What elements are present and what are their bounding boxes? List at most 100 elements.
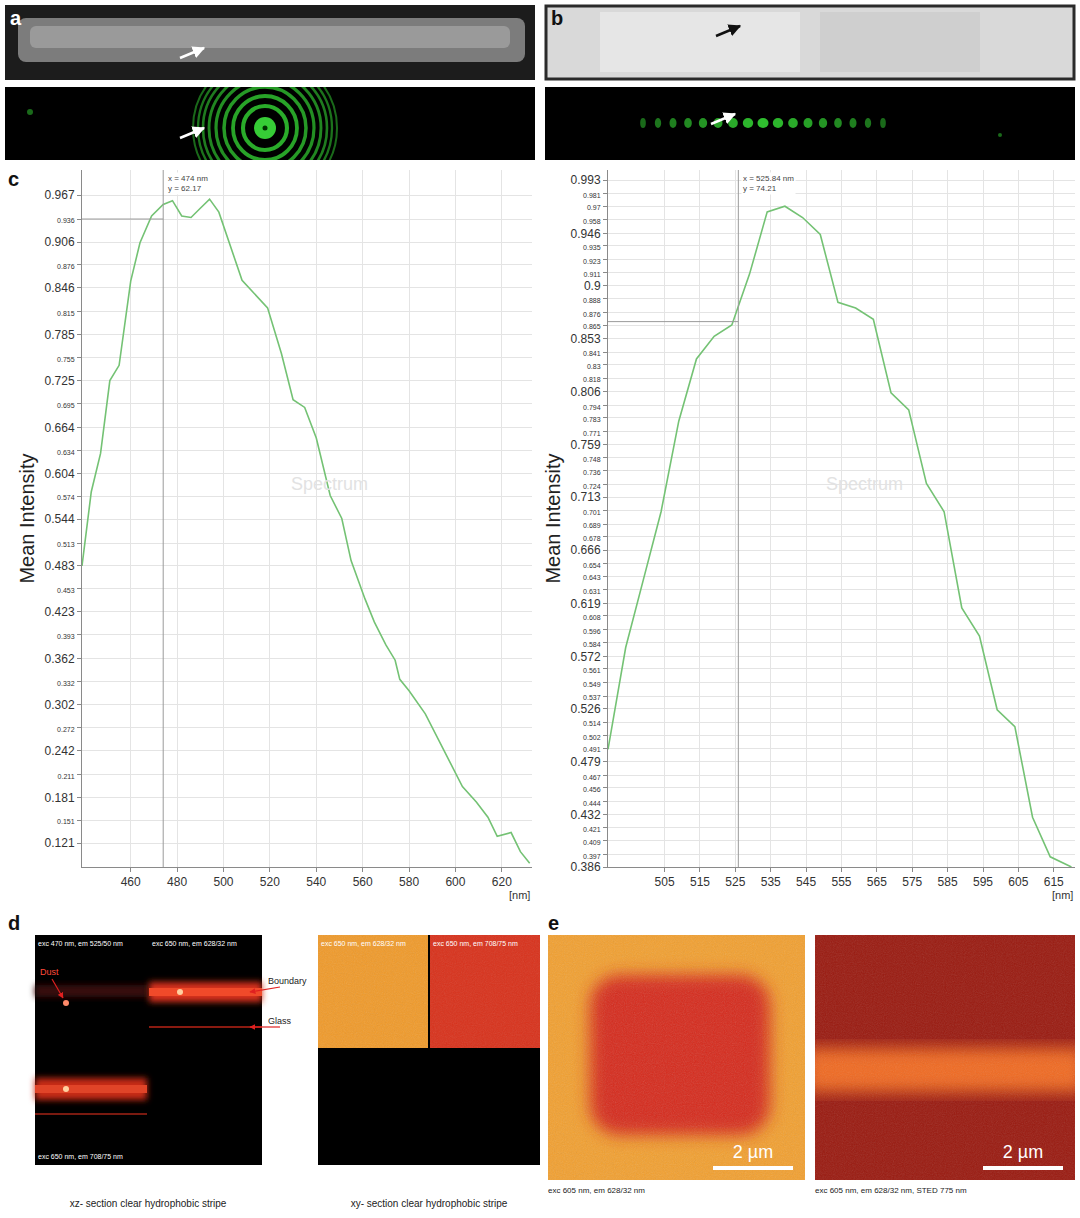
- svg-text:0.888: 0.888: [583, 297, 601, 304]
- svg-text:0.9: 0.9: [584, 279, 601, 293]
- svg-text:0.695: 0.695: [57, 402, 75, 409]
- svg-text:585: 585: [938, 875, 958, 889]
- svg-text:0.491: 0.491: [583, 746, 601, 753]
- svg-text:0.574: 0.574: [57, 494, 75, 501]
- svg-text:565: 565: [867, 875, 887, 889]
- svg-text:0.876: 0.876: [57, 263, 75, 270]
- svg-text:0.993: 0.993: [571, 173, 601, 187]
- svg-text:d: d: [8, 912, 20, 934]
- svg-text:0.853: 0.853: [571, 332, 601, 346]
- svg-text:0.423: 0.423: [45, 605, 75, 619]
- svg-text:540: 540: [306, 875, 326, 889]
- svg-text:exc 470 nm, em 525/50 nm: exc 470 nm, em 525/50 nm: [38, 940, 123, 947]
- svg-text:0.755: 0.755: [57, 356, 75, 363]
- svg-text:Spectrum: Spectrum: [826, 474, 903, 494]
- svg-text:0.689: 0.689: [583, 522, 601, 529]
- svg-text:0.332: 0.332: [57, 680, 75, 687]
- svg-text:0.619: 0.619: [571, 597, 601, 611]
- svg-text:0.537: 0.537: [583, 694, 601, 701]
- svg-text:0.467: 0.467: [583, 774, 601, 781]
- svg-text:555: 555: [831, 875, 851, 889]
- svg-text:505: 505: [655, 875, 675, 889]
- svg-text:620: 620: [492, 875, 512, 889]
- svg-text:0.713: 0.713: [571, 490, 601, 504]
- svg-text:545: 545: [796, 875, 816, 889]
- svg-text:0.876: 0.876: [583, 311, 601, 318]
- svg-text:0.958: 0.958: [583, 218, 601, 225]
- svg-text:0.456: 0.456: [583, 786, 601, 793]
- svg-text:Mean Intensity: Mean Intensity: [16, 453, 38, 583]
- svg-text:0.502: 0.502: [583, 734, 601, 741]
- svg-text:0.771: 0.771: [583, 430, 601, 437]
- svg-text:0.444: 0.444: [583, 800, 601, 807]
- svg-text:exc 650 nm, em 708/75 nm: exc 650 nm, em 708/75 nm: [38, 1153, 123, 1160]
- svg-text:exc 605 nm, em 628/32 nm, STED: exc 605 nm, em 628/32 nm, STED 775 nm: [815, 1186, 967, 1195]
- svg-text:0.815: 0.815: [57, 310, 75, 317]
- svg-text:0.151: 0.151: [57, 818, 75, 825]
- svg-text:0.483: 0.483: [45, 559, 75, 573]
- svg-text:0.211: 0.211: [58, 773, 75, 780]
- svg-text:0.634: 0.634: [57, 449, 75, 456]
- svg-text:Mean Intensity: Mean Intensity: [542, 453, 564, 583]
- svg-text:515: 515: [690, 875, 710, 889]
- svg-text:500: 500: [213, 875, 233, 889]
- svg-text:0.561: 0.561: [583, 667, 601, 674]
- svg-text:575: 575: [902, 875, 922, 889]
- svg-text:xy- section clear hydrophobic: xy- section clear hydrophobic stripe: [351, 1198, 508, 1209]
- svg-text:Glass: Glass: [268, 1016, 292, 1026]
- svg-text:0.724: 0.724: [583, 483, 601, 490]
- svg-text:[nm]: [nm]: [1052, 889, 1073, 901]
- svg-text:0.572: 0.572: [571, 650, 601, 664]
- svg-text:460: 460: [121, 875, 141, 889]
- svg-text:exc 650 nm, em 628/32 nm: exc 650 nm, em 628/32 nm: [152, 940, 237, 947]
- svg-text:0.97: 0.97: [587, 204, 601, 211]
- svg-text:525: 525: [725, 875, 745, 889]
- svg-text:0.631: 0.631: [583, 588, 601, 595]
- svg-text:595: 595: [973, 875, 993, 889]
- svg-text:Boundary: Boundary: [268, 976, 307, 986]
- svg-text:Dust: Dust: [40, 967, 59, 977]
- svg-text:0.181: 0.181: [45, 791, 75, 805]
- svg-text:exc 605 nm, em 628/32 nm: exc 605 nm, em 628/32 nm: [548, 1186, 645, 1195]
- svg-text:0.584: 0.584: [583, 641, 601, 648]
- svg-text:560: 560: [353, 875, 373, 889]
- svg-text:Spectrum: Spectrum: [291, 474, 368, 494]
- svg-text:0.946: 0.946: [571, 227, 601, 241]
- svg-text:0.664: 0.664: [45, 421, 75, 435]
- svg-text:0.272: 0.272: [57, 726, 75, 733]
- svg-text:0.794: 0.794: [583, 404, 601, 411]
- svg-text:0.453: 0.453: [57, 587, 75, 594]
- svg-text:480: 480: [167, 875, 187, 889]
- svg-text:0.393: 0.393: [57, 633, 75, 640]
- svg-text:0.386: 0.386: [571, 860, 601, 874]
- svg-text:0.409: 0.409: [583, 839, 601, 846]
- svg-text:x = 474 nmy = 62.17: x = 474 nmy = 62.17: [168, 174, 208, 193]
- svg-text:0.513: 0.513: [57, 541, 75, 548]
- svg-text:0.643: 0.643: [583, 574, 601, 581]
- svg-text:0.432: 0.432: [571, 808, 601, 822]
- svg-text:b: b: [551, 7, 563, 29]
- svg-text:520: 520: [260, 875, 280, 889]
- svg-text:0.935: 0.935: [583, 244, 601, 251]
- svg-text:0.596: 0.596: [583, 628, 601, 635]
- svg-text:0.818: 0.818: [583, 376, 601, 383]
- svg-text:0.666: 0.666: [571, 543, 601, 557]
- svg-text:0.725: 0.725: [45, 374, 75, 388]
- svg-text:0.526: 0.526: [571, 702, 601, 716]
- svg-text:e: e: [548, 912, 559, 934]
- svg-text:0.967: 0.967: [45, 188, 75, 202]
- svg-text:0.608: 0.608: [583, 614, 601, 621]
- svg-text:0.759: 0.759: [571, 438, 601, 452]
- svg-text:0.362: 0.362: [45, 652, 75, 666]
- svg-text:0.678: 0.678: [583, 535, 601, 542]
- svg-text:xz- section clear hydrophobic: xz- section clear hydrophobic stripe: [70, 1198, 227, 1209]
- svg-text:0.421: 0.421: [583, 826, 601, 833]
- svg-text:[nm]: [nm]: [509, 889, 530, 901]
- svg-text:0.981: 0.981: [583, 192, 601, 199]
- svg-text:0.397: 0.397: [583, 853, 601, 860]
- svg-text:600: 600: [445, 875, 465, 889]
- svg-text:0.806: 0.806: [571, 385, 601, 399]
- svg-text:0.841: 0.841: [583, 350, 601, 357]
- svg-text:c: c: [8, 168, 19, 190]
- svg-text:0.544: 0.544: [45, 512, 75, 526]
